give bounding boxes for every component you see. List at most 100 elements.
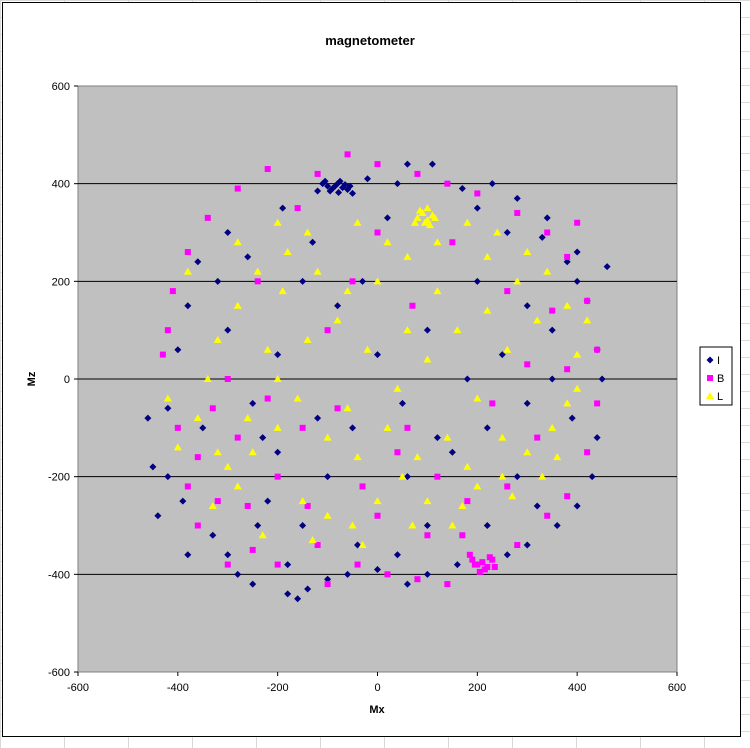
x-axis-title: Mx bbox=[369, 704, 385, 716]
point-L-54 bbox=[473, 394, 482, 402]
point-I-90 bbox=[483, 522, 491, 529]
point-I-7 bbox=[336, 177, 344, 185]
point-I-95 bbox=[214, 277, 222, 285]
legend-marker-I bbox=[706, 356, 714, 364]
point-I-17 bbox=[364, 175, 372, 183]
point-B-67 bbox=[504, 483, 511, 490]
point-L-71 bbox=[163, 394, 172, 402]
chart-area[interactable]: magnetometer -600 -400 -200 0 200 400 600 -600-… bbox=[2, 2, 741, 737]
point-I-38 bbox=[324, 575, 332, 583]
point-L-79 bbox=[508, 492, 517, 500]
point-B-4 bbox=[469, 556, 476, 563]
point-B-42 bbox=[234, 185, 241, 192]
point-L-76 bbox=[358, 541, 367, 549]
point-L-66 bbox=[383, 238, 392, 246]
point-I-39 bbox=[344, 570, 352, 578]
point-I-66 bbox=[423, 326, 431, 334]
point-L-23 bbox=[523, 448, 532, 456]
point-L-29 bbox=[523, 248, 532, 256]
point-B-71 bbox=[209, 405, 216, 412]
point-B-33 bbox=[544, 229, 551, 236]
point-B-9 bbox=[491, 564, 498, 571]
point-L-61 bbox=[263, 345, 272, 353]
point-L-14 bbox=[298, 497, 307, 505]
point-L-62 bbox=[233, 238, 242, 246]
point-B-17 bbox=[224, 561, 231, 568]
point-B-59 bbox=[294, 205, 301, 212]
point-B-31 bbox=[584, 297, 591, 304]
x-tick-label-0: 0 bbox=[374, 682, 380, 694]
point-B-76 bbox=[504, 288, 511, 295]
point-I-50 bbox=[598, 375, 606, 383]
point-L-60 bbox=[293, 394, 302, 402]
point-B-60 bbox=[254, 278, 261, 285]
point-L-47 bbox=[333, 316, 342, 324]
y-tick-label-600: 600 bbox=[52, 81, 70, 93]
y-tick-label-400: 400 bbox=[52, 179, 70, 191]
chart-title: magnetometer bbox=[325, 33, 415, 48]
point-I-47 bbox=[573, 502, 581, 510]
point-B-40 bbox=[314, 170, 321, 177]
point-B-27 bbox=[564, 493, 571, 500]
data-points bbox=[144, 151, 611, 603]
point-B-55 bbox=[489, 400, 496, 407]
point-I-91 bbox=[533, 502, 541, 510]
x-tick-label-600: 600 bbox=[668, 682, 686, 694]
point-L-44 bbox=[243, 414, 252, 422]
point-I-76 bbox=[184, 551, 192, 559]
point-I-36 bbox=[294, 595, 302, 603]
point-L-7 bbox=[430, 213, 439, 221]
point-I-87 bbox=[224, 551, 232, 559]
point-I-10 bbox=[314, 187, 322, 195]
point-I-35 bbox=[284, 590, 292, 598]
point-L-35 bbox=[343, 287, 352, 295]
point-B-38 bbox=[374, 161, 381, 168]
point-B-29 bbox=[594, 400, 601, 407]
point-L-68 bbox=[513, 277, 522, 285]
point-I-69 bbox=[498, 351, 506, 359]
point-I-29 bbox=[174, 346, 182, 354]
point-I-64 bbox=[374, 351, 381, 359]
point-I-56 bbox=[264, 497, 272, 505]
point-I-18 bbox=[393, 180, 401, 188]
point-L-45 bbox=[273, 375, 282, 382]
point-L-17 bbox=[373, 497, 382, 505]
legend-box bbox=[699, 346, 733, 406]
point-I-72 bbox=[299, 277, 307, 285]
point-B-34 bbox=[514, 209, 521, 216]
point-I-42 bbox=[423, 570, 431, 578]
point-L-70 bbox=[183, 267, 192, 275]
point-B-78 bbox=[409, 302, 416, 309]
point-L-19 bbox=[423, 497, 432, 505]
point-I-54 bbox=[538, 233, 546, 241]
point-I-65 bbox=[398, 399, 406, 407]
point-B-11 bbox=[164, 327, 171, 334]
x-tick-label-200: 200 bbox=[468, 682, 486, 694]
point-I-22 bbox=[543, 214, 551, 222]
point-L-20 bbox=[448, 521, 457, 529]
point-B-7 bbox=[476, 568, 483, 575]
point-I-97 bbox=[309, 238, 317, 246]
point-L-77 bbox=[408, 521, 417, 529]
legend[interactable]: IBL bbox=[699, 346, 733, 406]
point-B-74 bbox=[374, 512, 381, 519]
point-B-24 bbox=[444, 581, 451, 588]
point-L-46 bbox=[303, 335, 312, 343]
point-I-1 bbox=[324, 182, 332, 190]
point-I-80 bbox=[433, 434, 441, 442]
point-B-6 bbox=[486, 554, 493, 561]
point-I-48 bbox=[588, 473, 596, 481]
point-I-98 bbox=[503, 229, 511, 236]
point-L-16 bbox=[348, 521, 357, 529]
point-I-68 bbox=[473, 277, 481, 285]
point-B-26 bbox=[544, 512, 551, 519]
point-B-57 bbox=[549, 307, 556, 314]
point-L-41 bbox=[203, 375, 212, 382]
point-I-61 bbox=[299, 522, 307, 529]
point-L-33 bbox=[403, 252, 412, 260]
point-I-24 bbox=[603, 263, 611, 271]
point-L-84 bbox=[343, 404, 352, 412]
point-L-56 bbox=[413, 453, 422, 461]
point-L-25 bbox=[563, 399, 572, 407]
point-I-85 bbox=[164, 404, 172, 412]
